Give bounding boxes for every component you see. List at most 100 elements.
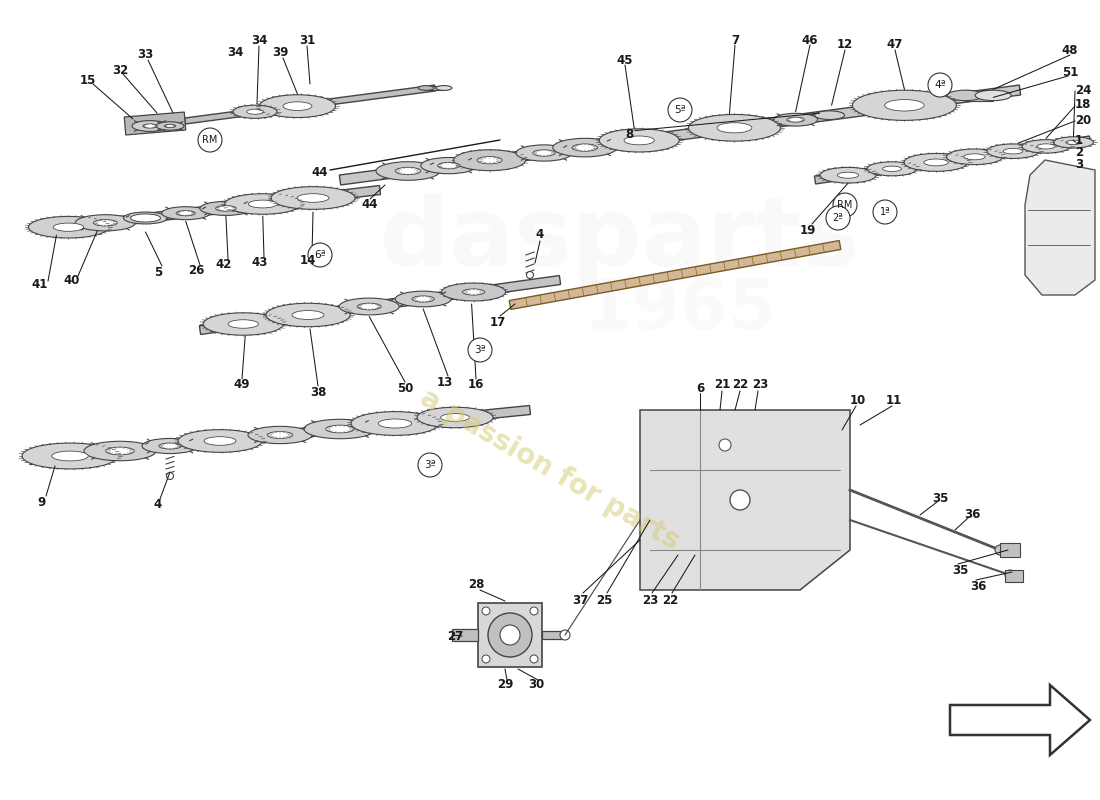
Text: 49: 49 <box>233 378 251 391</box>
Text: 23: 23 <box>752 378 768 391</box>
Text: 10: 10 <box>850 394 866 406</box>
Ellipse shape <box>1037 144 1055 149</box>
Polygon shape <box>950 685 1090 755</box>
Ellipse shape <box>964 154 986 160</box>
Ellipse shape <box>852 90 956 120</box>
Ellipse shape <box>532 150 556 156</box>
Polygon shape <box>426 86 444 90</box>
Circle shape <box>482 655 490 663</box>
Polygon shape <box>814 136 1090 184</box>
Circle shape <box>719 439 732 451</box>
Ellipse shape <box>441 283 506 301</box>
Ellipse shape <box>132 121 168 131</box>
Text: 34: 34 <box>251 34 267 46</box>
Text: 38: 38 <box>310 386 327 398</box>
Text: 22: 22 <box>662 594 678 606</box>
Ellipse shape <box>249 200 277 208</box>
Text: 5ª: 5ª <box>674 105 685 115</box>
Ellipse shape <box>53 223 84 231</box>
Ellipse shape <box>156 122 184 130</box>
Ellipse shape <box>572 144 597 151</box>
Text: RM: RM <box>837 200 852 210</box>
Circle shape <box>560 630 570 640</box>
Circle shape <box>418 453 442 477</box>
Text: 4ª: 4ª <box>934 80 946 90</box>
Text: 25: 25 <box>596 594 613 606</box>
Text: 20: 20 <box>1075 114 1091 126</box>
Text: 39: 39 <box>272 46 288 58</box>
Ellipse shape <box>266 303 350 326</box>
Text: 9: 9 <box>37 495 46 509</box>
Polygon shape <box>542 631 562 639</box>
Circle shape <box>996 545 1005 555</box>
Ellipse shape <box>1003 149 1023 154</box>
Ellipse shape <box>815 111 845 119</box>
Text: RM: RM <box>202 135 218 145</box>
Circle shape <box>833 193 857 217</box>
Ellipse shape <box>436 86 452 90</box>
Ellipse shape <box>1022 140 1070 153</box>
Ellipse shape <box>94 219 118 226</box>
Ellipse shape <box>441 414 470 422</box>
Text: 28: 28 <box>468 578 484 591</box>
Text: 3: 3 <box>1075 158 1084 170</box>
Text: 27: 27 <box>447 630 463 642</box>
Text: 40: 40 <box>64 274 80 286</box>
Ellipse shape <box>248 426 312 444</box>
Ellipse shape <box>260 94 336 118</box>
Text: 18: 18 <box>1075 98 1091 111</box>
Ellipse shape <box>378 419 411 428</box>
Text: 51: 51 <box>1062 66 1078 78</box>
Text: 3ª: 3ª <box>474 345 486 355</box>
Ellipse shape <box>158 443 182 449</box>
Text: 35: 35 <box>932 491 948 505</box>
Text: 43: 43 <box>252 255 268 269</box>
Text: 13: 13 <box>437 375 453 389</box>
Circle shape <box>308 243 332 267</box>
Ellipse shape <box>867 162 917 176</box>
Ellipse shape <box>837 172 859 178</box>
Circle shape <box>928 73 952 97</box>
Ellipse shape <box>246 110 263 114</box>
Text: 3ª: 3ª <box>425 460 436 470</box>
Text: 5: 5 <box>154 266 162 278</box>
Ellipse shape <box>717 122 752 133</box>
Text: dasparts: dasparts <box>379 194 860 286</box>
Text: 22: 22 <box>732 378 748 391</box>
Text: 12: 12 <box>837 38 854 51</box>
Polygon shape <box>339 85 1021 185</box>
Ellipse shape <box>283 102 312 110</box>
Text: 42: 42 <box>216 258 232 270</box>
Text: 15: 15 <box>80 74 96 86</box>
Text: 35: 35 <box>952 563 968 577</box>
Circle shape <box>500 625 520 645</box>
Ellipse shape <box>176 210 196 216</box>
Circle shape <box>488 613 532 657</box>
Polygon shape <box>124 112 186 135</box>
Polygon shape <box>199 275 561 334</box>
Text: 36: 36 <box>964 507 980 521</box>
Ellipse shape <box>421 158 476 174</box>
Circle shape <box>530 655 538 663</box>
Polygon shape <box>509 241 840 310</box>
Polygon shape <box>452 629 478 641</box>
Ellipse shape <box>786 117 804 122</box>
Ellipse shape <box>84 442 156 461</box>
Text: 45: 45 <box>617 54 634 66</box>
Ellipse shape <box>162 206 210 220</box>
Text: 8: 8 <box>626 128 634 141</box>
Ellipse shape <box>976 90 1011 101</box>
Ellipse shape <box>75 214 135 231</box>
Circle shape <box>826 206 850 230</box>
Ellipse shape <box>395 167 421 174</box>
Text: 19: 19 <box>800 223 816 237</box>
Text: 6: 6 <box>696 382 704 394</box>
Ellipse shape <box>412 296 434 302</box>
Ellipse shape <box>553 138 617 157</box>
Text: 26: 26 <box>188 263 205 277</box>
Text: 4: 4 <box>536 229 544 242</box>
Circle shape <box>198 128 222 152</box>
Ellipse shape <box>326 425 354 433</box>
Ellipse shape <box>477 157 503 164</box>
Text: 41: 41 <box>32 278 48 291</box>
